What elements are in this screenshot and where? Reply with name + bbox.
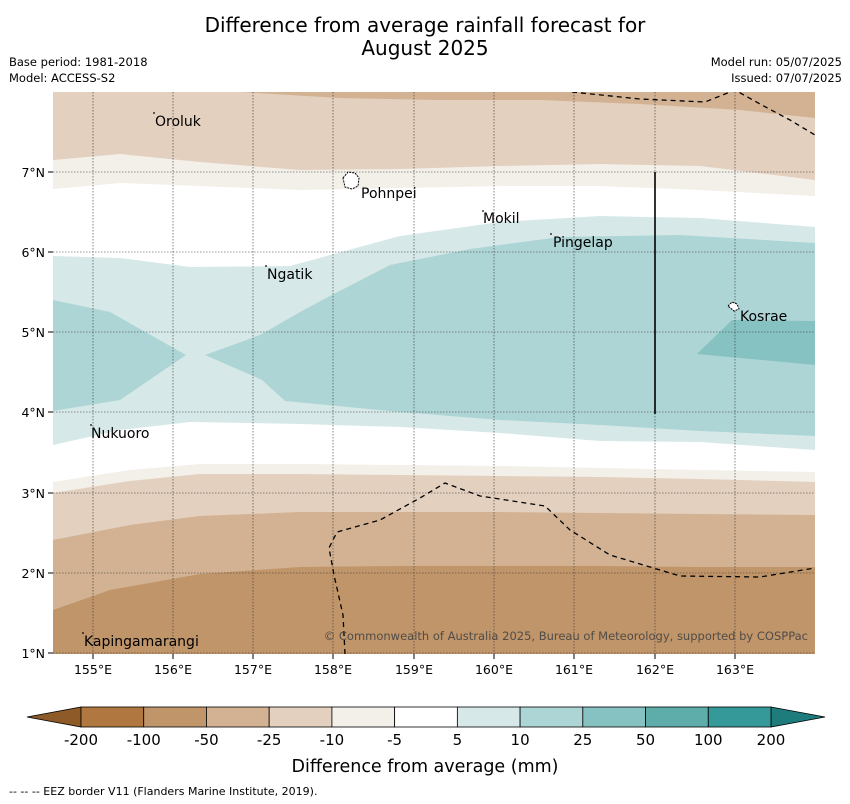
- colorbar-high-extend: [770, 706, 826, 728]
- place-label-kosrae: Kosrae: [740, 309, 787, 325]
- fill-band-25: [697, 320, 815, 365]
- colorbar-tick-label: -50: [194, 731, 219, 749]
- title-line-1: Difference from average rainfall forecas…: [204, 13, 646, 37]
- kapingamarangi-marker: [82, 632, 84, 634]
- eez-border-north: [571, 92, 815, 136]
- oroluk-marker: [153, 112, 155, 114]
- xlabel-160: 160°E: [475, 662, 513, 677]
- eez-borders: [328, 92, 815, 654]
- colorbar-cell: [394, 706, 458, 728]
- place-markers: [82, 112, 552, 634]
- x-tick-labels: 155°E 156°E 157°E 158°E 159°E 160°E 161°…: [74, 662, 754, 677]
- colorbar-cell: [206, 706, 270, 728]
- fill-north-m25: [53, 92, 815, 180]
- xlabel-163: 163°E: [716, 662, 754, 677]
- meta-left: Base period: 1981-2018 Model: ACCESS-S2: [9, 54, 148, 86]
- model-run: Model run: 05/07/2025: [710, 55, 842, 69]
- xlabel-158: 158°E: [314, 662, 352, 677]
- colorbar-label: Difference from average (mm): [291, 757, 558, 777]
- place-label-oroluk: Oroluk: [155, 114, 202, 130]
- xlabel-155: 155°E: [74, 662, 112, 677]
- ylabel-6: 6°N: [21, 245, 45, 260]
- ylabel-7: 7°N: [21, 165, 45, 180]
- colorbar-cell: [707, 706, 772, 728]
- place-label-ngatik: Ngatik: [267, 267, 313, 283]
- colorbar-tick-label: -25: [257, 731, 282, 749]
- place-label-kapingamarangi: Kapingamarangi: [84, 634, 199, 650]
- place-label-mokil: Mokil: [483, 211, 520, 227]
- eez-border-south: [328, 482, 815, 654]
- rainfall-map: Oroluk Pohnpei Mokil Pingelap Ngatik Kos…: [21, 92, 815, 677]
- issued-date: Issued: 07/07/2025: [731, 71, 842, 85]
- xlabel-162: 162°E: [636, 662, 674, 677]
- axis-ticks: [48, 171, 736, 659]
- ylabel-4: 4°N: [21, 405, 45, 420]
- fill-south-m100: [53, 566, 815, 654]
- gridlines: [53, 92, 815, 654]
- copyright-notice: © Commonwealth of Australia 2025, Bureau…: [324, 629, 808, 643]
- colorbar-cell: [268, 706, 333, 728]
- colorbar-tick-label: -200: [64, 731, 98, 749]
- colorbar-tick-label: 5: [453, 731, 463, 749]
- colorbar-tick-label: -10: [320, 731, 345, 749]
- ylabel-5: 5°N: [21, 325, 45, 340]
- ylabel-1: 1°N: [21, 646, 45, 661]
- y-tick-labels: 1°N 2°N 3°N 4°N 5°N 6°N 7°N: [21, 165, 45, 661]
- contour-fills: [53, 92, 815, 654]
- eez-footnote: -- -- -- EEZ border V11 (Flanders Marine…: [9, 785, 318, 798]
- ylabel-2: 2°N: [21, 566, 45, 581]
- colorbar: -200 -100 -50 -25 -10 -5 5 10 25 50 100 200 Differe…: [26, 706, 826, 777]
- pingelap-marker: [550, 233, 552, 235]
- model-name: Model: ACCESS-S2: [9, 71, 116, 85]
- colorbar-tick-labels: -200 -100 -50 -25 -10 -5 5 10 25 50 100 200: [64, 731, 785, 749]
- colorbar-cell: [456, 706, 521, 728]
- colorbar-cells: [26, 706, 826, 728]
- colorbar-tick-label: 25: [573, 731, 592, 749]
- base-period: Base period: 1981-2018: [9, 55, 148, 69]
- colorbar-tick-label: 200: [757, 731, 786, 749]
- pohnpei-island-outline: [342, 171, 360, 190]
- xlabel-159: 159°E: [395, 662, 433, 677]
- colorbar-tick-label: 10: [511, 731, 530, 749]
- ngatik-marker: [265, 265, 267, 267]
- colorbar-cell: [519, 706, 584, 728]
- fill-band-10b: [205, 235, 815, 436]
- nukuoro-marker: [90, 424, 92, 426]
- fill-band-10: [53, 300, 186, 411]
- ylabel-3: 3°N: [21, 486, 45, 501]
- place-label-nukuoro: Nukuoro: [91, 426, 149, 442]
- place-label-pohnpei: Pohnpei: [361, 186, 417, 202]
- colorbar-cell: [143, 706, 207, 728]
- chart-title: Difference from average rainfall forecas…: [0, 14, 850, 60]
- place-labels: Oroluk Pohnpei Mokil Pingelap Ngatik Kos…: [84, 114, 787, 650]
- colorbar-cell: [645, 706, 709, 728]
- fill-north-m50: [240, 92, 815, 118]
- colorbar-tick-label: 100: [694, 731, 723, 749]
- xlabel-157: 157°E: [234, 662, 272, 677]
- title-line-2: August 2025: [361, 36, 489, 60]
- colorbar-cell: [80, 706, 145, 728]
- place-label-pingelap: Pingelap: [553, 235, 613, 251]
- xlabel-161: 161°E: [555, 662, 593, 677]
- colorbar-tick-label: 50: [636, 731, 655, 749]
- meta-right: Model run: 05/07/2025 Issued: 07/07/2025: [711, 54, 842, 86]
- colorbar-cell: [582, 706, 646, 728]
- mokil-marker: [482, 210, 484, 212]
- colorbar-tick-label: -5: [387, 731, 402, 749]
- kosrae-island-outline: [727, 301, 740, 312]
- colorbar-tick-label: -100: [127, 731, 161, 749]
- xlabel-156: 156°E: [154, 662, 192, 677]
- colorbar-low-extend: [26, 706, 82, 728]
- colorbar-cell: [331, 706, 396, 728]
